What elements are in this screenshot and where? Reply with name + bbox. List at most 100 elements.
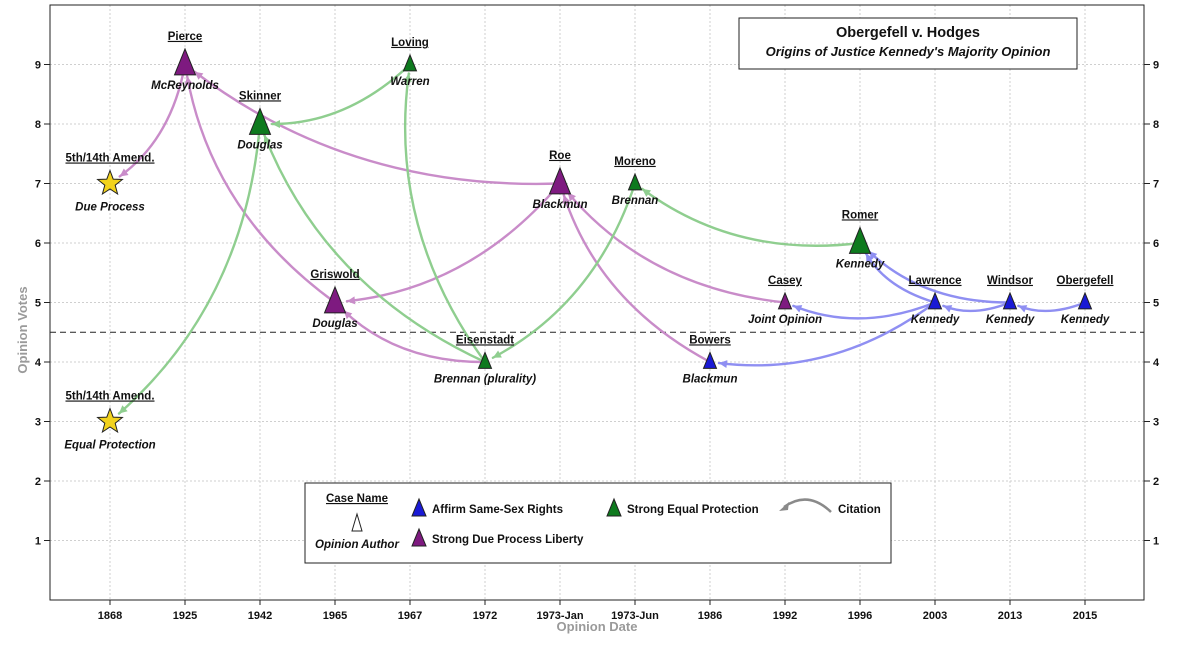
x-axis-title: Opinion Date <box>557 619 638 634</box>
citation-arrowhead <box>562 194 571 204</box>
legend-citation-arrowhead-icon <box>779 502 789 511</box>
y-tick-label-left: 6 <box>35 238 41 250</box>
case-labels: 5th/14th Amend. Due Process 5th/14th Amend… <box>64 31 1113 452</box>
citation-arc <box>185 75 337 304</box>
citation-arrowhead <box>184 76 193 85</box>
triangle-marker-bowers <box>702 351 718 369</box>
citation-arc <box>263 133 487 364</box>
author-due-process: Due Process <box>75 202 145 214</box>
x-tick-label: 1967 <box>398 610 422 622</box>
triangle-marker-obergefell <box>1077 291 1093 310</box>
legend-equal-triangle-icon <box>606 497 622 517</box>
y-tick-label-left: 5 <box>35 298 41 310</box>
citation-arc <box>717 301 937 367</box>
x-tick-label: 1868 <box>98 610 122 622</box>
citation-arrowhead <box>118 405 128 414</box>
chart-title: Obergefell v. Hodges <box>836 25 980 41</box>
legend-opinion-author: Opinion Author <box>315 539 399 551</box>
x-tick-label: 1992 <box>773 610 797 622</box>
triangle-marker-lawrence <box>927 291 943 310</box>
y-axis-title: Opinion Votes <box>15 286 30 373</box>
y-tick-label-left: 2 <box>35 476 41 488</box>
triangle-marker-pierce <box>173 47 197 76</box>
legend-box <box>304 482 892 564</box>
y-tick-label-left: 9 <box>35 60 41 72</box>
citation-arc <box>118 63 187 178</box>
case-name-skinner: Skinner <box>239 90 282 102</box>
case-name-moreno: Moreno <box>614 156 656 168</box>
x-tick-label: 1973-Jan <box>536 610 583 622</box>
citation-arrowhead <box>492 350 502 358</box>
triangle-marker-skinner <box>248 107 272 135</box>
y-tick-label-right: 7 <box>1153 179 1159 191</box>
chart-subtitle: Origins of Justice Kennedy's Majority Op… <box>766 44 1051 59</box>
citation-arrowhead <box>194 71 204 80</box>
legend: Case Name Opinion Author Affirm Same-Sex… <box>304 482 892 564</box>
citation-arrowhead <box>642 188 652 197</box>
citation-edges <box>117 63 1087 415</box>
case-name-romer: Romer <box>842 209 879 221</box>
author-casey: Joint Opinion <box>748 314 822 326</box>
citation-arrowhead <box>1018 305 1028 313</box>
case-name-casey: Casey <box>768 275 802 287</box>
y-tick-label-left: 8 <box>35 119 41 131</box>
legend-citation-label: Citation <box>838 504 881 516</box>
case-name-loving: Loving <box>391 37 429 49</box>
author-moreno: Brennan <box>612 195 659 207</box>
case-name-windsor: Windsor <box>987 275 1033 287</box>
citation-arc <box>641 187 862 247</box>
author-skinner: Douglas <box>237 139 282 151</box>
author-obergefell: Kennedy <box>1061 314 1110 326</box>
y-tick-label-left: 4 <box>35 357 42 369</box>
x-tick-label: 1965 <box>323 610 347 622</box>
x-tick-label: 1986 <box>698 610 722 622</box>
citation-arrowhead <box>865 253 874 263</box>
author-equal-protection: Equal Protection <box>64 440 155 452</box>
citation-arc <box>867 250 1012 304</box>
legend-triangle-outline-icon <box>351 512 363 532</box>
x-tick-label: 2015 <box>1073 610 1097 622</box>
y-tick-label-left: 1 <box>35 536 41 548</box>
citation-arc <box>792 301 937 320</box>
x-tick-label: 1942 <box>248 610 272 622</box>
author-bowers: Blackmun <box>683 373 738 385</box>
x-tick-label: 2003 <box>923 610 947 622</box>
case-name-griswold: Griswold <box>310 269 359 281</box>
citation-arrowhead <box>943 305 953 313</box>
triangle-marker-roe <box>548 166 572 195</box>
case-name-due-process: 5th/14th Amend. <box>65 153 154 165</box>
x-tick-label: 1972 <box>473 610 497 622</box>
y-tick-label-right: 3 <box>1153 417 1159 429</box>
axes: 1868 1925 1942 1965 1967 1972 1973-Jan 1973-Jun… <box>35 60 1160 623</box>
citation-arrowhead <box>567 192 576 202</box>
case-name-lawrence: Lawrence <box>908 275 961 287</box>
citation-arrowhead <box>403 73 412 82</box>
citation-arc <box>562 193 712 364</box>
citation-arrowhead <box>263 135 272 145</box>
triangle-marker-casey <box>777 291 793 310</box>
citation-arc <box>117 122 262 415</box>
y-tick-label-right: 9 <box>1153 60 1159 72</box>
citation-arc <box>270 63 412 126</box>
case-name-bowers: Bowers <box>689 334 731 346</box>
legend-due-label: Strong Due Process Liberty <box>432 534 584 546</box>
y-tick-label-right: 6 <box>1153 238 1159 250</box>
triangle-marker-loving <box>402 53 418 72</box>
star-marker-due-process <box>96 169 124 196</box>
y-tick-label-right: 8 <box>1153 119 1159 131</box>
triangle-marker-griswold <box>323 285 347 314</box>
y-tick-label-left: 7 <box>35 179 41 191</box>
citation-arrowhead <box>271 120 281 129</box>
citation-arrowhead <box>793 305 803 313</box>
star-marker-equal-protection <box>96 407 124 434</box>
author-pierce: McReynolds <box>151 80 219 92</box>
case-name-equal-protection: 5th/14th Amend. <box>65 391 154 403</box>
title-box: Obergefell v. Hodges Origins of Justice … <box>738 17 1078 70</box>
citation-arrowhead <box>718 360 728 369</box>
author-griswold: Douglas <box>312 318 357 330</box>
citation-arc <box>342 309 487 364</box>
legend-affirm-label: Affirm Same-Sex Rights <box>432 504 563 516</box>
triangle-marker-romer <box>848 226 872 254</box>
